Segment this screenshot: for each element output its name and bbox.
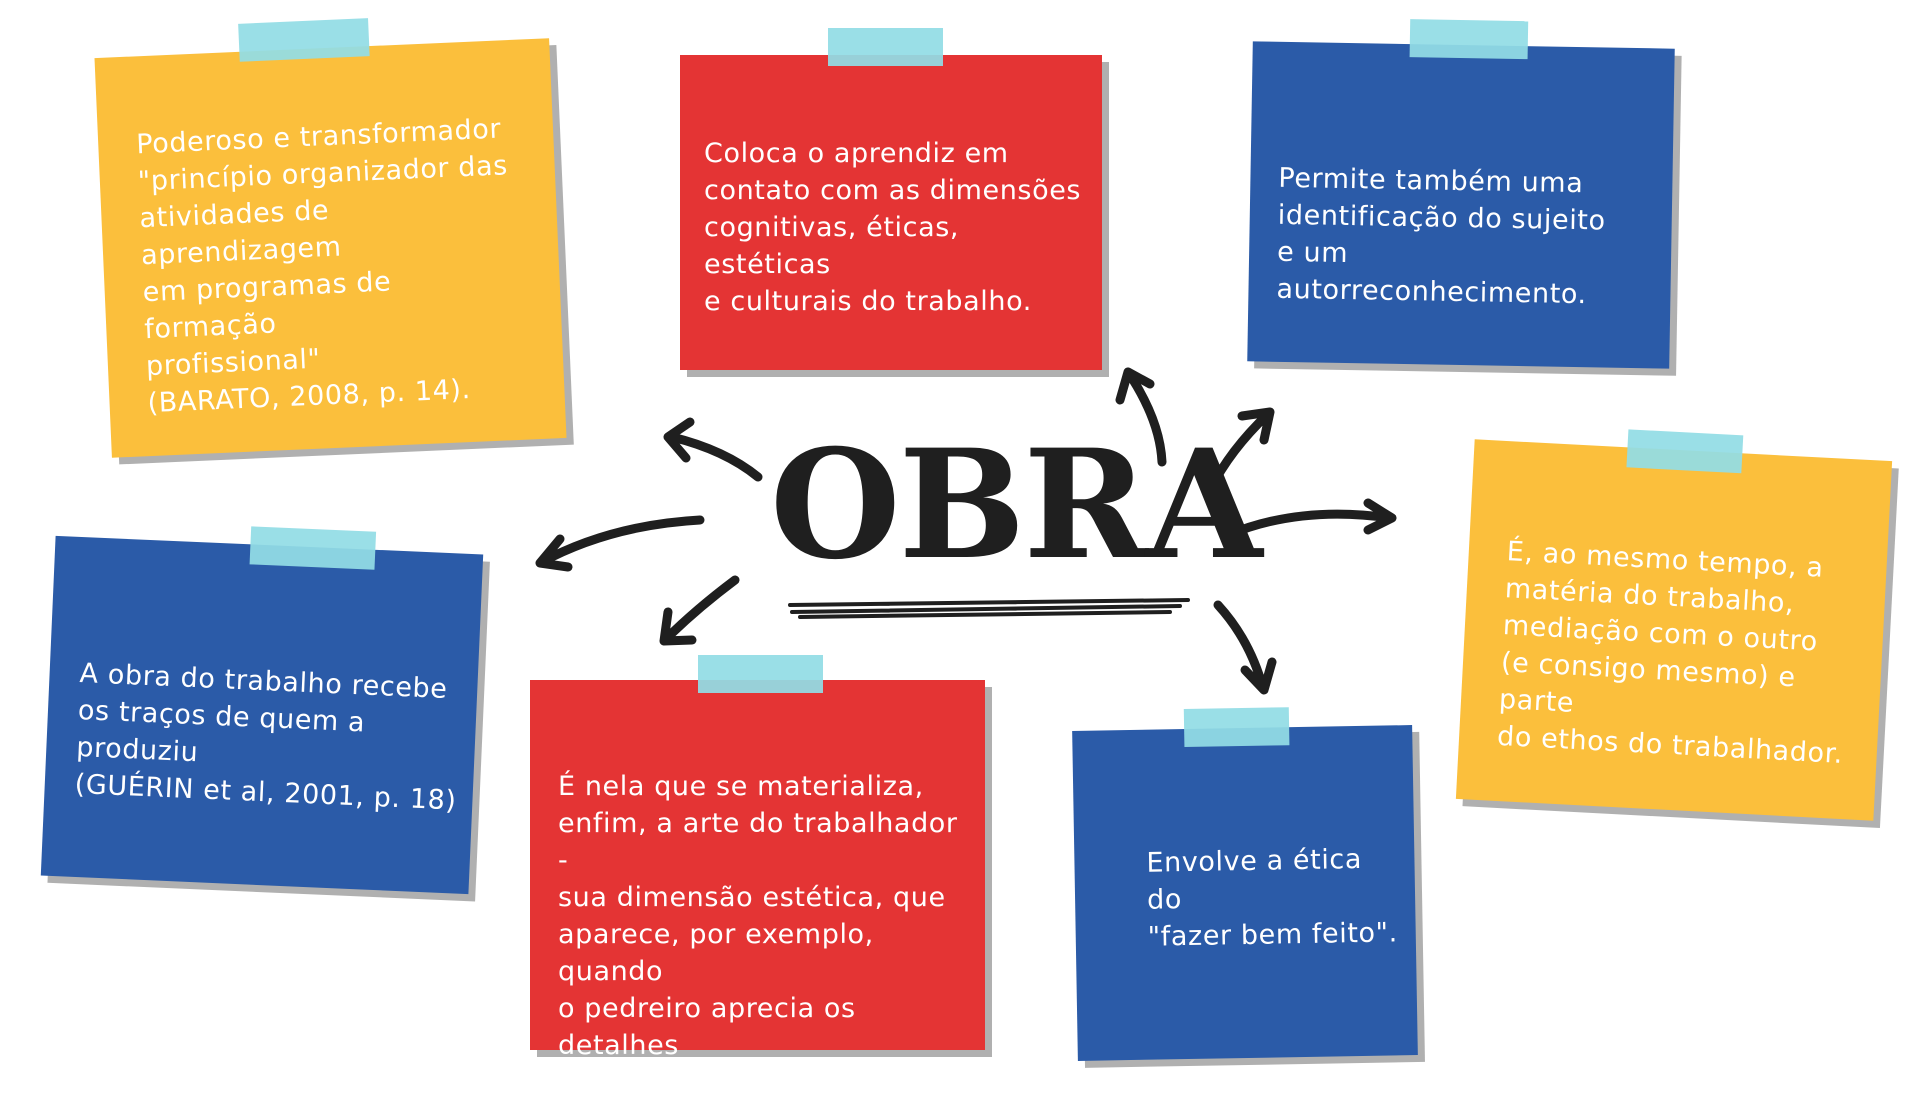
arrow-to-note-red-bottom <box>659 575 740 646</box>
arrow-to-note-red-top <box>1115 367 1167 467</box>
note-text: É, ao mesmo tempo, a matéria do trabalho… <box>1496 536 1844 770</box>
note-text: Poderoso e transformador "princípio orga… <box>135 113 509 420</box>
note-yellow-right: É, ao mesmo tempo, a matéria do trabalho… <box>1455 429 1893 821</box>
note-blue-left: A obra do trabalho recebe os traços de q… <box>40 526 484 895</box>
central-title: OBRA <box>770 417 1263 593</box>
note-blue-bottom: Envolve a ética do "fazer bem feito". <box>1072 707 1418 1061</box>
note-text: Permite também uma identificação do suje… <box>1276 162 1606 311</box>
note-red-bottom: É nela que se materializa, enfim, a arte… <box>530 655 985 1098</box>
note-blue-top: Permite também uma identificação do suje… <box>1247 19 1675 369</box>
tape <box>238 18 370 62</box>
note-text: É nela que se materializa, enfim, a arte… <box>558 771 958 1098</box>
title-underline <box>788 598 1190 619</box>
tape <box>828 28 943 66</box>
arrow-to-note-blue-bottom <box>1213 600 1277 695</box>
tape <box>1409 19 1529 60</box>
note-text: Envolve a ética do "fazer bem feito". <box>1146 843 1399 953</box>
tape <box>249 526 377 570</box>
note-text: Coloca o aprendiz em contato com as dime… <box>704 138 1082 317</box>
tape <box>1183 707 1290 748</box>
arrow-to-note-yellow-top <box>663 417 763 482</box>
arrow-to-note-blue-left <box>535 515 705 572</box>
note-red-top: Coloca o aprendiz em contato com as dime… <box>680 28 1102 370</box>
note-text: A obra do trabalho recebe os traços de q… <box>74 658 458 817</box>
note-yellow-top: Poderoso e transformador "princípio orga… <box>94 18 567 458</box>
arrow-to-note-blue-top <box>1205 407 1275 495</box>
tape <box>698 655 823 693</box>
arrow-to-note-yellow-right <box>1223 498 1397 540</box>
tape <box>1626 429 1744 474</box>
